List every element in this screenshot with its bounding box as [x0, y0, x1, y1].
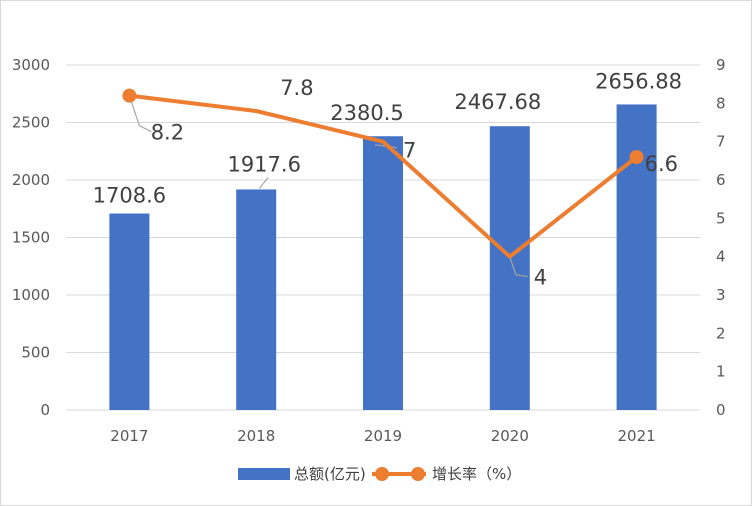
x-tick-label: 2021: [618, 427, 656, 445]
legend-bar-swatch: [238, 468, 290, 480]
bar-value-label: 1708.6: [93, 184, 166, 208]
left-tick-label: 0: [40, 401, 50, 419]
left-tick-label: 2500: [12, 114, 50, 132]
line-series: [122, 88, 644, 259]
bar-2017: [109, 213, 150, 410]
x-tick-label: 2017: [110, 427, 148, 445]
line-value-label: 8.2: [151, 121, 184, 145]
left-tick-label: 3000: [12, 56, 50, 74]
line-value-label: 7: [403, 139, 416, 163]
gridlines: [66, 64, 700, 411]
legend: 总额(亿元) 增长率（%）: [238, 465, 521, 483]
growth-rate-line: [127, 93, 639, 259]
bar-value-label: 2380.5: [330, 101, 403, 125]
bar-2020: [489, 126, 530, 410]
right-tick-label: 9: [716, 56, 726, 74]
legend-line-marker: [411, 467, 425, 481]
bar-value-label: 2467.68: [454, 90, 541, 114]
left-tick-label: 1000: [12, 286, 50, 304]
left-tick-label: 1500: [12, 229, 50, 247]
line-label-leader: [128, 95, 152, 133]
right-axis-ticks: 0 1 2 3 4 5 6 7 8 9: [716, 56, 726, 419]
legend-bar-label: 总额(亿元): [294, 465, 366, 483]
x-tick-label: 2019: [364, 427, 402, 445]
legend-line-marker: [375, 467, 389, 481]
bar-2019: [363, 136, 403, 410]
growth-rate-marker: [122, 88, 137, 103]
left-axis-ticks: 0 500 1000 1500 2000 2500 3000: [12, 56, 50, 419]
right-tick-label: 7: [716, 133, 726, 151]
left-tick-label: 500: [21, 344, 50, 362]
right-tick-label: 2: [716, 324, 726, 342]
right-tick-label: 5: [716, 209, 726, 227]
growth-rate-marker: [629, 150, 644, 164]
bar-2018: [236, 189, 277, 410]
bar-value-label: 1917.6: [227, 152, 300, 176]
bar-value-label: 2656.88: [595, 69, 682, 93]
bar-series: [109, 104, 657, 410]
data-labels: 1708.6 1917.6 2380.5 2467.68 2656.88 8.2 7.8 7 4…: [93, 69, 682, 289]
x-tick-label: 2020: [491, 427, 529, 445]
right-tick-label: 8: [716, 94, 726, 112]
right-tick-label: 0: [716, 401, 726, 419]
right-tick-label: 1: [716, 363, 726, 381]
x-axis-ticks: 2017 2018 2019 2020 2021: [110, 427, 655, 445]
right-tick-label: 6: [716, 171, 726, 189]
legend-line-label: 增长率（%）: [432, 465, 521, 483]
right-tick-label: 3: [716, 286, 726, 304]
bar-label-leader: [258, 177, 269, 189]
line-value-label: 4: [534, 266, 547, 290]
right-tick-label: 4: [716, 248, 726, 266]
x-tick-label: 2018: [237, 427, 275, 445]
line-value-label: 6.6: [645, 152, 678, 176]
line-label-leader: [509, 256, 528, 278]
left-tick-label: 2000: [12, 171, 50, 189]
line-value-label: 7.8: [280, 76, 313, 100]
